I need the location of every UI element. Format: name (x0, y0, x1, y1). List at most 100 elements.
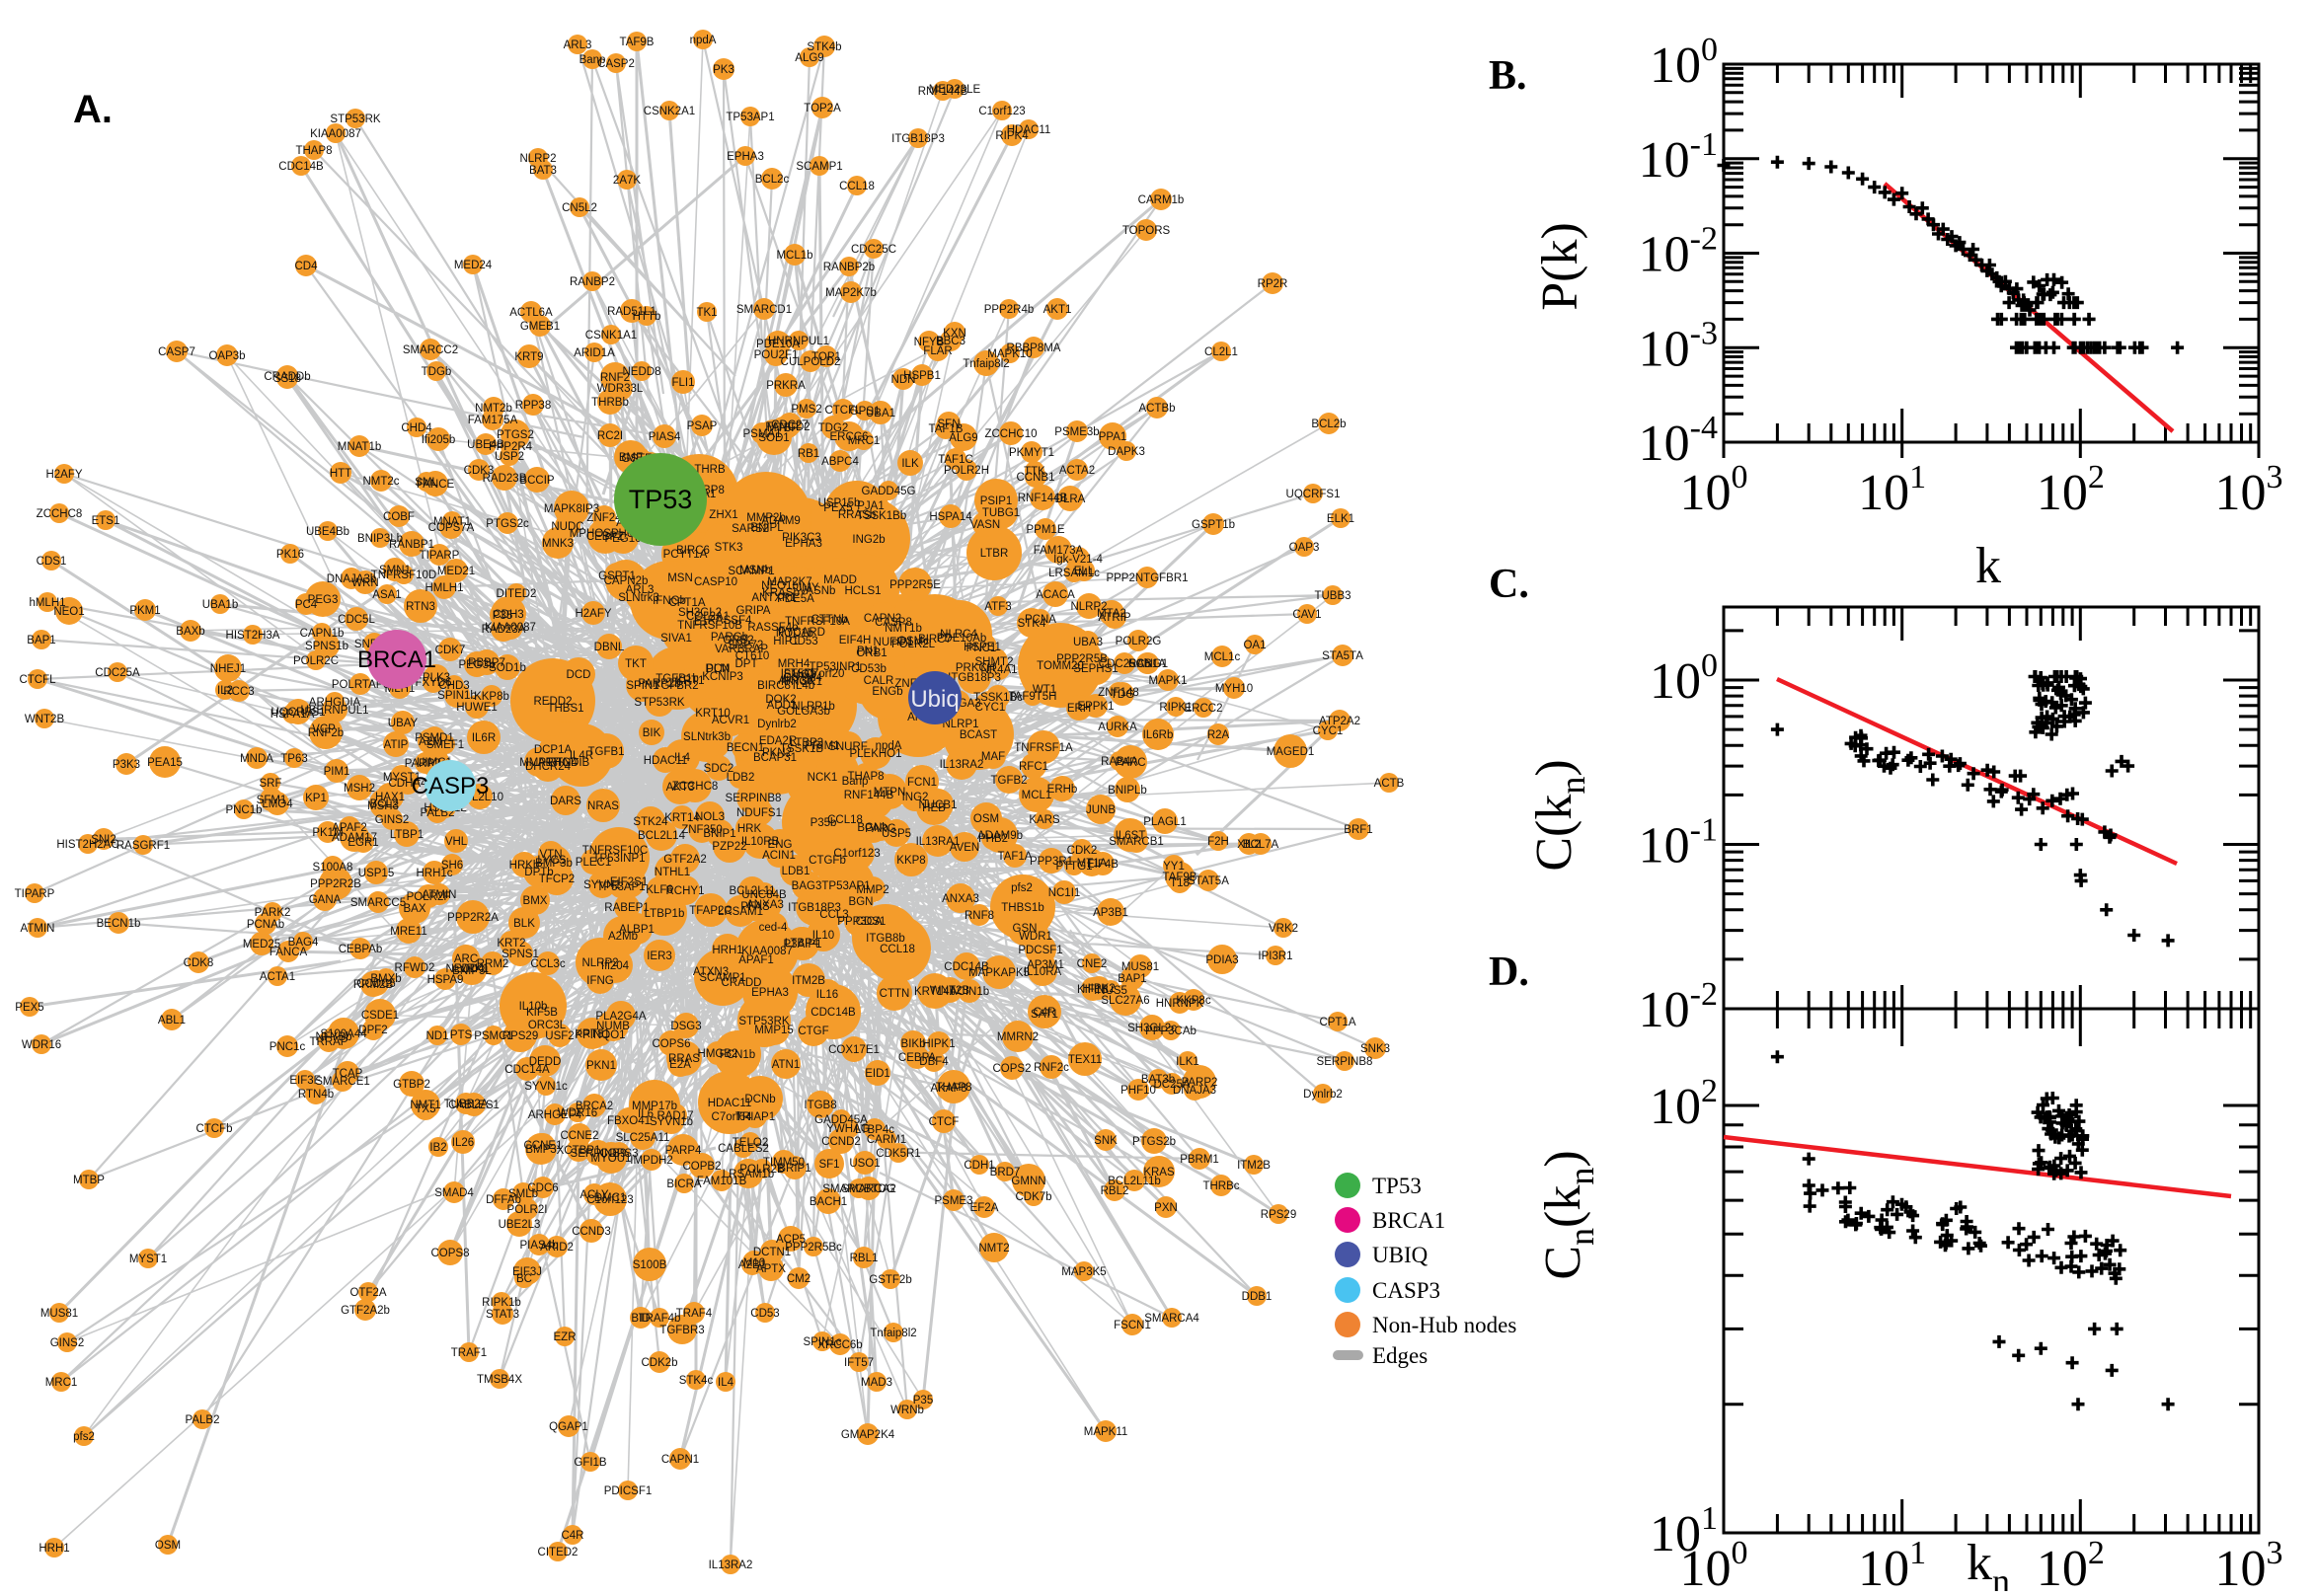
svg-text:SMARCC5: SMARCC5 (350, 897, 406, 909)
svg-text:RANBP2: RANBP2 (570, 276, 615, 288)
svg-text:BAT3: BAT3 (529, 165, 557, 177)
svg-text:UBAY: UBAY (388, 718, 419, 729)
svg-text:AP3M1: AP3M1 (1027, 959, 1064, 971)
svg-text:CAPN2: CAPN2 (864, 613, 901, 625)
svg-text:BECN1b: BECN1b (97, 918, 141, 930)
svg-text:NEO1: NEO1 (53, 606, 84, 618)
svg-text:BCCIP: BCCIP (519, 475, 554, 487)
svg-text:GSN: GSN (1013, 923, 1038, 935)
svg-text:DCP1A: DCP1A (534, 744, 573, 756)
svg-text:CDK2: CDK2 (1067, 845, 1098, 857)
svg-text:ETS1: ETS1 (92, 515, 120, 527)
svg-text:DPT: DPT (735, 658, 758, 670)
svg-text:S100B: S100B (633, 1259, 667, 1271)
svg-text:TGFBR2: TGFBR2 (654, 680, 698, 692)
svg-text:MRC1: MRC1 (848, 435, 881, 447)
svg-text:VHL: VHL (445, 836, 468, 848)
svg-text:GMEB1: GMEB1 (520, 321, 560, 333)
svg-text:PSMA1: PSMA1 (743, 428, 782, 440)
svg-text:BMX: BMX (523, 895, 548, 907)
svg-text:COPS7A: COPS7A (428, 522, 475, 534)
svg-text:ced-4: ced-4 (759, 922, 788, 934)
svg-text:AP3B1: AP3B1 (1093, 907, 1128, 919)
svg-text:PARP2b: PARP2b (638, 678, 680, 690)
svg-text:NLRP2: NLRP2 (1070, 601, 1107, 613)
svg-text:CCL3c: CCL3c (530, 958, 565, 970)
svg-text:AKT1: AKT1 (1043, 304, 1072, 316)
svg-text:PDE10Ab: PDE10Ab (937, 633, 987, 645)
svg-text:npdA: npdA (876, 740, 902, 752)
svg-text:BNIP1: BNIP1 (703, 828, 735, 840)
svg-text:PTGS2b: PTGS2b (1132, 1136, 1176, 1148)
svg-text:THRBb: THRBb (591, 397, 629, 409)
svg-text:RTN4: RTN4 (548, 757, 578, 769)
svg-text:USP15b: USP15b (818, 497, 861, 509)
svg-text:CSDE1: CSDE1 (361, 1010, 399, 1022)
svg-text:2A7K: 2A7K (613, 175, 641, 187)
svg-text:LRSAM1: LRSAM1 (718, 906, 763, 918)
svg-text:MYST1: MYST1 (383, 772, 421, 784)
svg-text:ARHGDIA: ARHGDIA (309, 697, 361, 709)
svg-text:CRADD: CRADD (722, 977, 762, 989)
svg-text:ELL: ELL (1074, 566, 1095, 577)
svg-text:COPS8: COPS8 (431, 1248, 470, 1259)
svg-text:SMARCB1: SMARCB1 (1109, 836, 1164, 848)
svg-text:PK3: PK3 (713, 64, 734, 76)
svg-text:STAT3: STAT3 (486, 1309, 519, 1321)
svg-text:CCND3: CCND3 (572, 1226, 611, 1238)
svg-text:SMLb: SMLb (508, 1188, 538, 1200)
svg-text:CDC14B: CDC14B (944, 961, 989, 973)
svg-text:PEX5: PEX5 (15, 1002, 43, 1014)
svg-text:CDC14B: CDC14B (278, 161, 324, 173)
svg-text:SMG1: SMG1 (784, 669, 816, 681)
svg-text:SFN: SFN (938, 418, 961, 430)
svg-text:DNAJA3b: DNAJA3b (327, 573, 377, 585)
svg-text:KRT10: KRT10 (695, 708, 731, 720)
svg-text:ANXA3: ANXA3 (746, 899, 784, 911)
svg-text:KRT2: KRT2 (497, 938, 525, 950)
svg-text:PTS: PTS (450, 1029, 473, 1041)
svg-text:RANBP1: RANBP1 (389, 539, 434, 551)
svg-text:KRASb: KRASb (762, 587, 800, 599)
svg-text:PIAS4: PIAS4 (649, 431, 681, 443)
svg-text:MAPK8IP3: MAPK8IP3 (544, 503, 599, 515)
svg-text:PPP2R4b: PPP2R4b (984, 304, 1035, 316)
svg-text:PEA15: PEA15 (147, 757, 183, 769)
svg-text:RNF2b: RNF2b (308, 727, 344, 739)
svg-text:PDIA3: PDIA3 (1205, 954, 1238, 966)
svg-text:KP1: KP1 (305, 793, 327, 804)
svg-text:HSPA9: HSPA9 (427, 974, 464, 986)
svg-text:A.: A. (73, 88, 113, 131)
svg-text:PARG: PARG (865, 823, 896, 835)
svg-text:LTBP4c: LTBP4c (855, 1124, 894, 1136)
svg-text:SPIN1b: SPIN1b (437, 690, 477, 702)
svg-text:ACIN1: ACIN1 (762, 850, 796, 862)
svg-text:HIPK1: HIPK1 (922, 1038, 955, 1050)
svg-text:FLAR: FLAR (923, 345, 952, 357)
svg-text:RPP38: RPP38 (515, 400, 551, 412)
svg-text:PNC1b: PNC1b (225, 804, 262, 816)
svg-text:ANXA3: ANXA3 (942, 893, 979, 905)
svg-text:hMLH1: hMLH1 (29, 597, 65, 609)
svg-text:THAP8: THAP8 (295, 145, 332, 157)
svg-text:AKAP8: AKAP8 (930, 1083, 966, 1095)
svg-text:SLC25A11: SLC25A11 (616, 1132, 670, 1144)
svg-text:SRP72: SRP72 (728, 640, 763, 651)
svg-text:MSNb: MSNb (739, 565, 771, 576)
svg-text:NDUFS1: NDUFS1 (736, 807, 782, 819)
svg-text:RB1: RB1 (798, 448, 819, 460)
svg-text:CDHA4: CDHA4 (389, 778, 428, 790)
svg-text:NUDC: NUDC (551, 521, 583, 533)
svg-text:MUS81: MUS81 (1121, 961, 1159, 973)
svg-text:HNRNPUL1: HNRNPUL1 (768, 336, 829, 347)
svg-text:ITGB8b: ITGB8b (866, 933, 905, 945)
svg-text:KRT14b: KRT14b (914, 986, 956, 998)
svg-text:WNT2B: WNT2B (930, 985, 970, 997)
svg-text:BNIP3L: BNIP3L (452, 965, 492, 977)
svg-text:BAX: BAX (403, 903, 425, 915)
svg-text:103: 103 (2215, 459, 2283, 521)
svg-text:LTBP3: LTBP3 (790, 737, 823, 749)
svg-text:POLR2F: POLR2F (407, 891, 451, 903)
svg-text:CABLES2: CABLES2 (718, 1143, 769, 1155)
svg-text:IL13RA1: IL13RA1 (916, 836, 961, 848)
